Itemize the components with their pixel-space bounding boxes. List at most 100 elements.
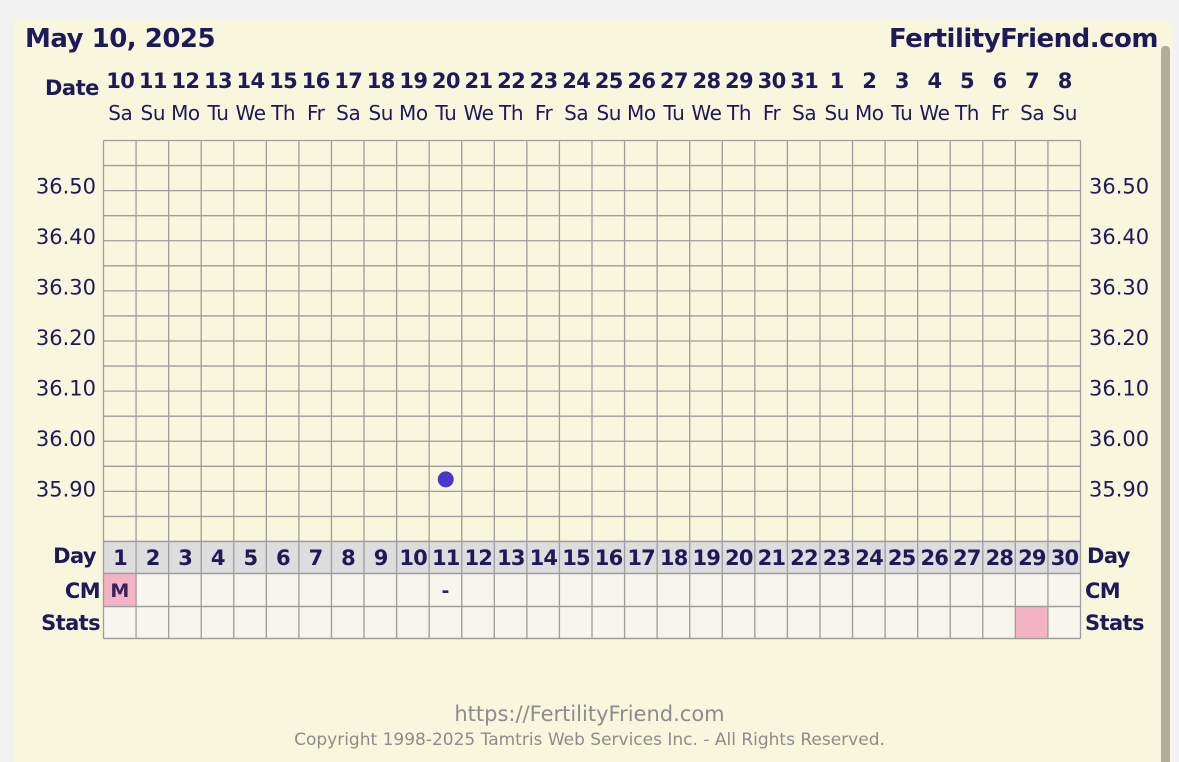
- chart-rows: 1 2 3 4 5 6 7 8 9 10 11 12 13 14 15 16 17 18 19 20 21 22 23 24 2…: [41, 540, 1145, 640]
- weekday-label: Tu: [662, 101, 684, 125]
- weekday-label: Mo: [171, 101, 200, 125]
- date-number: 26: [627, 69, 655, 93]
- date-number: 18: [367, 69, 395, 93]
- weekday-label: Su: [141, 101, 166, 125]
- cycle-day-number: 28: [986, 546, 1014, 570]
- date-number: 4: [927, 69, 941, 93]
- cycle-day-number: 29: [1018, 546, 1046, 570]
- date-number: 13: [204, 69, 232, 93]
- weekday-label: Th: [270, 101, 295, 125]
- stats-label-left: Stats: [41, 611, 100, 635]
- weekday-label: Sa: [564, 101, 588, 125]
- weekday-label: Su: [596, 101, 621, 125]
- cycle-day-number: 4: [211, 546, 225, 570]
- cm-cell-highlight: [103, 573, 137, 607]
- date-number: 3: [895, 69, 909, 93]
- cycle-day-number: 25: [888, 546, 916, 570]
- y-tick-label: 36.50: [1089, 175, 1149, 199]
- temperature-point: [437, 471, 454, 488]
- cycle-day-number: 27: [953, 546, 981, 570]
- date-number: 31: [790, 69, 818, 93]
- cycle-day-number: 18: [660, 546, 688, 570]
- date-number: 27: [660, 69, 688, 93]
- y-tick-label: 36.20: [36, 326, 96, 350]
- cycle-day-number: 22: [790, 546, 818, 570]
- cycle-day-number: 20: [725, 546, 753, 570]
- weekday-label: Su: [824, 101, 849, 125]
- chart-date: May 10, 2025: [25, 24, 216, 54]
- stats-cell-highlight: [1015, 606, 1048, 639]
- weekday-label: Sa: [1020, 101, 1044, 125]
- date-number: 6: [993, 69, 1007, 93]
- date-number: 14: [237, 69, 265, 93]
- date-number: 30: [758, 69, 786, 93]
- weekday-label: Mo: [399, 101, 428, 125]
- cycle-day-number: 7: [309, 546, 323, 570]
- y-tick-label: 36.20: [1089, 326, 1149, 350]
- cycle-day-number: 9: [374, 546, 388, 570]
- date-number: 1: [830, 69, 844, 93]
- y-tick-label: 36.10: [36, 377, 96, 401]
- cycle-day-number: 8: [341, 546, 355, 570]
- y-tick-label: 36.30: [1089, 276, 1149, 300]
- cycle-day-number: 5: [243, 546, 257, 570]
- date-number: 8: [1058, 69, 1072, 93]
- weekday-label: We: [691, 101, 721, 125]
- date-number: 7: [1025, 69, 1039, 93]
- weekday-label: Th: [954, 101, 979, 125]
- cycle-day-number: 2: [146, 546, 160, 570]
- weekday-label: Fr: [763, 101, 782, 125]
- weekday-label: Sa: [336, 101, 360, 125]
- y-tick-label: 35.90: [36, 478, 96, 502]
- cycle-day-number: 1: [113, 546, 127, 570]
- cycle-day-number: 15: [562, 546, 590, 570]
- day-label-right: Day: [1087, 544, 1131, 568]
- y-tick-label: 35.90: [1089, 478, 1149, 502]
- weekday-label: Su: [1052, 101, 1077, 125]
- cycle-day-number: 21: [758, 546, 786, 570]
- scrollbar[interactable]: [1161, 46, 1170, 762]
- y-axis-right: 36.50 36.40 36.30 36.20 36.10 36.00 35.90: [1089, 175, 1149, 502]
- weekday-label: Fr: [307, 101, 326, 125]
- cycle-day-number: 12: [465, 546, 493, 570]
- temperature-points: [437, 471, 454, 488]
- cycle-day-number: 11: [432, 546, 460, 570]
- cycle-day-number: 10: [399, 546, 427, 570]
- cycle-day-number: 30: [1051, 546, 1079, 570]
- cycle-day-number: 3: [178, 546, 192, 570]
- weekday-label: Fr: [991, 101, 1010, 125]
- date-number: 2: [862, 69, 876, 93]
- date-number: 15: [269, 69, 297, 93]
- weekday-label: Fr: [535, 101, 554, 125]
- y-tick-label: 36.40: [1089, 225, 1149, 249]
- weekday-label: Mo: [627, 101, 656, 125]
- weekday-label: Sa: [792, 101, 816, 125]
- cycle-day-number: 13: [497, 546, 525, 570]
- cm-label-left: CM: [65, 579, 100, 603]
- y-axis-left: 36.50 36.40 36.30 36.20 36.10 36.00 35.90: [36, 175, 96, 502]
- date-number: 19: [399, 69, 427, 93]
- date-number: 22: [497, 69, 525, 93]
- site-name: FertilityFriend.com: [888, 24, 1159, 54]
- footer-url[interactable]: https://FertilityFriend.com: [454, 702, 725, 726]
- date-number: 24: [562, 69, 590, 93]
- weekday-label: We: [463, 101, 493, 125]
- cycle-day-number: 14: [530, 546, 558, 570]
- weekday-label: Tu: [434, 101, 456, 125]
- cycle-day-number: 19: [692, 546, 720, 570]
- stats-label-right: Stats: [1085, 611, 1144, 635]
- weekday-label: Su: [369, 101, 394, 125]
- date-number: 25: [595, 69, 623, 93]
- footer-copyright: Copyright 1998-2025 Tamtris Web Services…: [294, 730, 885, 750]
- cycle-day-number: 6: [276, 546, 290, 570]
- weekday-label: Sa: [108, 101, 132, 125]
- temperature-grid: [102, 139, 1082, 543]
- cycle-day-number: 17: [627, 546, 655, 570]
- y-tick-label: 36.00: [1089, 427, 1149, 451]
- cycle-day-number: 26: [920, 546, 948, 570]
- cycle-day-number: 24: [855, 546, 883, 570]
- day-label-left: Day: [53, 544, 97, 568]
- y-tick-label: 36.40: [36, 225, 96, 249]
- weekday-label: We: [919, 101, 949, 125]
